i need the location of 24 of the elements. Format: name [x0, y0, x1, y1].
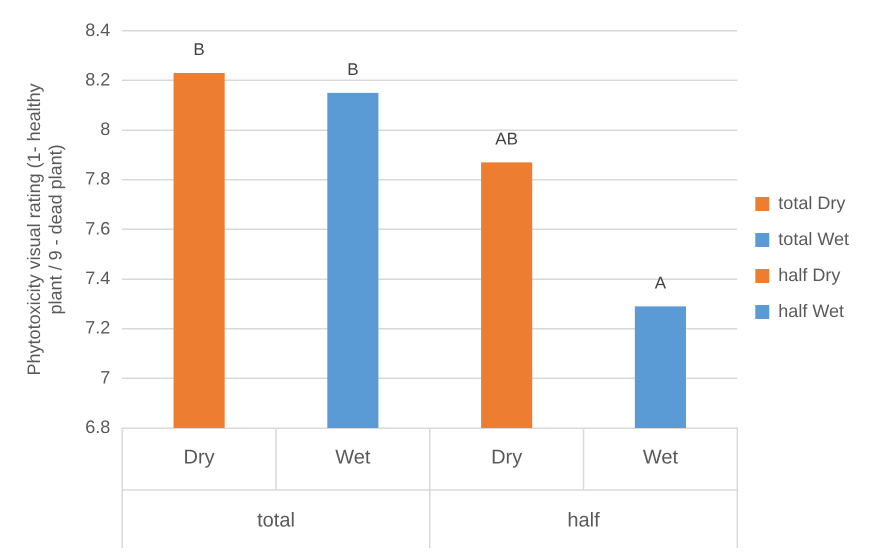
y-tick-label: 7.8: [85, 168, 110, 189]
y-tick-label: 7.6: [85, 218, 110, 238]
data-label: B: [193, 40, 205, 60]
y-tick-label: 8.4: [85, 20, 110, 40]
x-tick-label: Wet: [335, 446, 371, 469]
y-tick-label: 6.8: [85, 416, 110, 437]
data-label: A: [654, 274, 667, 293]
legend-label: total Wet: [778, 228, 850, 249]
legend-label: half Wet: [778, 300, 844, 321]
y-tick-label: 7.4: [85, 268, 110, 288]
y-axis-title: Phytotoxicity visual rating (1- healthy plant / 9 - dead plant): [24, 83, 66, 376]
x-tick-label: Wet: [642, 446, 678, 469]
y-tick-label: 7: [100, 367, 110, 388]
data-label: B: [347, 60, 359, 80]
x-tick-label: Dry: [184, 446, 215, 469]
y-tick-label: 7.2: [85, 318, 110, 338]
x-tick-label: Dry: [491, 446, 522, 469]
legend-label: half Dry: [778, 264, 840, 285]
text: half: [567, 510, 600, 532]
legend-label: total Dry: [778, 192, 846, 213]
y-tick-label: 8.2: [85, 69, 110, 90]
data-label: AB: [495, 130, 518, 149]
text: total: [257, 510, 295, 532]
y-tick-label: 8: [100, 119, 110, 140]
